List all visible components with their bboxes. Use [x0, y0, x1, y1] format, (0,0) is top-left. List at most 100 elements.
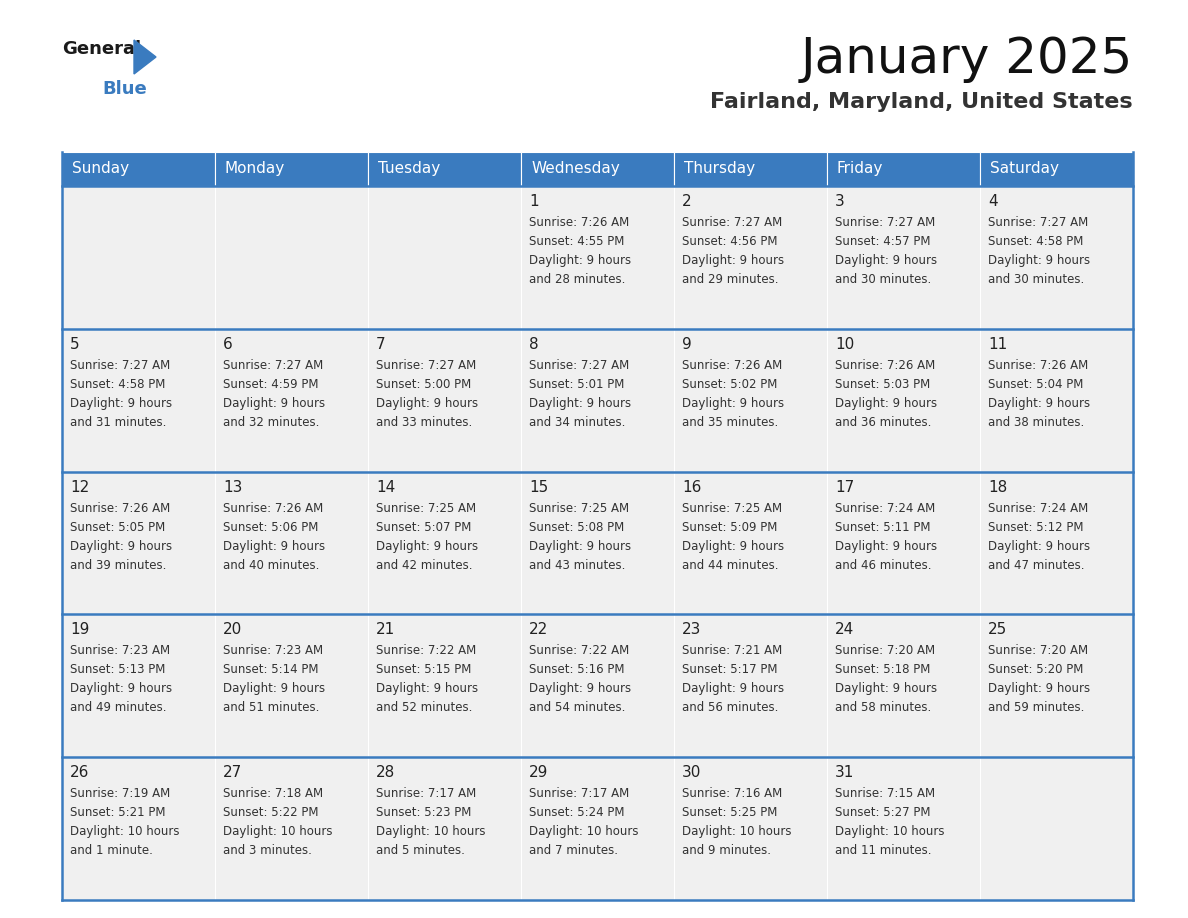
Text: 16: 16 [682, 479, 701, 495]
Text: and 46 minutes.: and 46 minutes. [835, 558, 931, 572]
Text: 3: 3 [835, 194, 845, 209]
Text: Sunrise: 7:15 AM: Sunrise: 7:15 AM [835, 788, 935, 800]
Text: Sunrise: 7:27 AM: Sunrise: 7:27 AM [375, 359, 476, 372]
Text: Daylight: 10 hours: Daylight: 10 hours [70, 825, 179, 838]
Text: 1: 1 [529, 194, 538, 209]
Text: Sunrise: 7:16 AM: Sunrise: 7:16 AM [682, 788, 782, 800]
Bar [522, 329, 674, 472]
Bar [215, 152, 368, 186]
Text: 27: 27 [223, 766, 242, 780]
Bar [980, 152, 1133, 186]
Bar [522, 614, 674, 757]
Text: 25: 25 [988, 622, 1007, 637]
Text: and 3 minutes.: and 3 minutes. [223, 845, 312, 857]
Text: Daylight: 9 hours: Daylight: 9 hours [682, 682, 784, 696]
Text: Sunset: 5:20 PM: Sunset: 5:20 PM [988, 664, 1083, 677]
Text: Daylight: 9 hours: Daylight: 9 hours [682, 397, 784, 409]
Text: Sunset: 5:11 PM: Sunset: 5:11 PM [835, 521, 930, 533]
Text: 18: 18 [988, 479, 1007, 495]
Text: and 29 minutes.: and 29 minutes. [682, 273, 778, 286]
Text: Daylight: 9 hours: Daylight: 9 hours [70, 682, 172, 696]
Bar [674, 757, 827, 900]
Bar [368, 472, 522, 614]
Text: and 59 minutes.: and 59 minutes. [988, 701, 1085, 714]
Text: Sunset: 5:08 PM: Sunset: 5:08 PM [529, 521, 624, 533]
Text: Daylight: 9 hours: Daylight: 9 hours [988, 682, 1091, 696]
Bar [827, 152, 980, 186]
Text: and 39 minutes.: and 39 minutes. [70, 558, 166, 572]
Text: 21: 21 [375, 622, 396, 637]
Bar [827, 614, 980, 757]
Text: and 5 minutes.: and 5 minutes. [375, 845, 465, 857]
Text: and 9 minutes.: and 9 minutes. [682, 845, 771, 857]
Bar [62, 472, 215, 614]
Text: Sunrise: 7:22 AM: Sunrise: 7:22 AM [375, 644, 476, 657]
Text: and 58 minutes.: and 58 minutes. [835, 701, 931, 714]
Bar [674, 614, 827, 757]
Text: and 36 minutes.: and 36 minutes. [835, 416, 931, 429]
Text: 30: 30 [682, 766, 701, 780]
Bar [215, 614, 368, 757]
Text: Sunset: 4:55 PM: Sunset: 4:55 PM [529, 235, 625, 248]
Bar [674, 186, 827, 329]
Bar [215, 472, 368, 614]
Text: Daylight: 9 hours: Daylight: 9 hours [375, 682, 478, 696]
Text: Daylight: 9 hours: Daylight: 9 hours [375, 397, 478, 409]
Text: Wednesday: Wednesday [531, 162, 620, 176]
Text: and 49 minutes.: and 49 minutes. [70, 701, 166, 714]
Text: Daylight: 9 hours: Daylight: 9 hours [223, 397, 326, 409]
Text: Sunset: 5:18 PM: Sunset: 5:18 PM [835, 664, 930, 677]
Text: Daylight: 9 hours: Daylight: 9 hours [988, 397, 1091, 409]
Text: Sunset: 5:27 PM: Sunset: 5:27 PM [835, 806, 930, 819]
Bar [827, 472, 980, 614]
Text: Daylight: 9 hours: Daylight: 9 hours [835, 682, 937, 696]
Text: Sunrise: 7:21 AM: Sunrise: 7:21 AM [682, 644, 782, 657]
Text: Sunrise: 7:24 AM: Sunrise: 7:24 AM [835, 501, 935, 515]
Bar [62, 186, 215, 329]
Text: and 28 minutes.: and 28 minutes. [529, 273, 625, 286]
Polygon shape [134, 40, 156, 74]
Text: and 35 minutes.: and 35 minutes. [682, 416, 778, 429]
Text: Daylight: 9 hours: Daylight: 9 hours [988, 254, 1091, 267]
Text: and 33 minutes.: and 33 minutes. [375, 416, 473, 429]
Text: Thursday: Thursday [684, 162, 756, 176]
Bar [522, 472, 674, 614]
Text: Sunrise: 7:26 AM: Sunrise: 7:26 AM [529, 216, 630, 229]
Text: and 44 minutes.: and 44 minutes. [682, 558, 778, 572]
Text: 5: 5 [70, 337, 80, 352]
Bar [522, 186, 674, 329]
Bar [215, 757, 368, 900]
Text: Sunrise: 7:27 AM: Sunrise: 7:27 AM [835, 216, 935, 229]
Text: Sunrise: 7:25 AM: Sunrise: 7:25 AM [529, 501, 630, 515]
Text: 13: 13 [223, 479, 242, 495]
Text: Monday: Monday [225, 162, 285, 176]
Text: Sunrise: 7:26 AM: Sunrise: 7:26 AM [223, 501, 323, 515]
Text: Sunset: 5:07 PM: Sunset: 5:07 PM [375, 521, 472, 533]
Text: and 38 minutes.: and 38 minutes. [988, 416, 1085, 429]
Bar [368, 757, 522, 900]
Text: Sunset: 4:58 PM: Sunset: 4:58 PM [988, 235, 1083, 248]
Text: Sunset: 5:00 PM: Sunset: 5:00 PM [375, 378, 472, 391]
Text: Daylight: 10 hours: Daylight: 10 hours [529, 825, 638, 838]
Text: General: General [62, 40, 141, 58]
Text: Sunrise: 7:27 AM: Sunrise: 7:27 AM [70, 359, 170, 372]
Text: Sunrise: 7:20 AM: Sunrise: 7:20 AM [835, 644, 935, 657]
Text: Sunrise: 7:17 AM: Sunrise: 7:17 AM [375, 788, 476, 800]
Text: Sunset: 4:59 PM: Sunset: 4:59 PM [223, 378, 318, 391]
Text: and 43 minutes.: and 43 minutes. [529, 558, 625, 572]
Text: and 47 minutes.: and 47 minutes. [988, 558, 1085, 572]
Text: Sunset: 5:05 PM: Sunset: 5:05 PM [70, 521, 165, 533]
Text: Daylight: 9 hours: Daylight: 9 hours [529, 254, 631, 267]
Text: Tuesday: Tuesday [378, 162, 441, 176]
Text: Daylight: 10 hours: Daylight: 10 hours [682, 825, 791, 838]
Text: 15: 15 [529, 479, 548, 495]
Text: Daylight: 9 hours: Daylight: 9 hours [682, 540, 784, 553]
Text: Sunset: 4:57 PM: Sunset: 4:57 PM [835, 235, 930, 248]
Text: and 30 minutes.: and 30 minutes. [988, 273, 1085, 286]
Text: 8: 8 [529, 337, 538, 352]
Bar [674, 152, 827, 186]
Text: Sunday: Sunday [72, 162, 129, 176]
Text: and 51 minutes.: and 51 minutes. [223, 701, 320, 714]
Text: Sunset: 5:03 PM: Sunset: 5:03 PM [835, 378, 930, 391]
Text: 17: 17 [835, 479, 854, 495]
